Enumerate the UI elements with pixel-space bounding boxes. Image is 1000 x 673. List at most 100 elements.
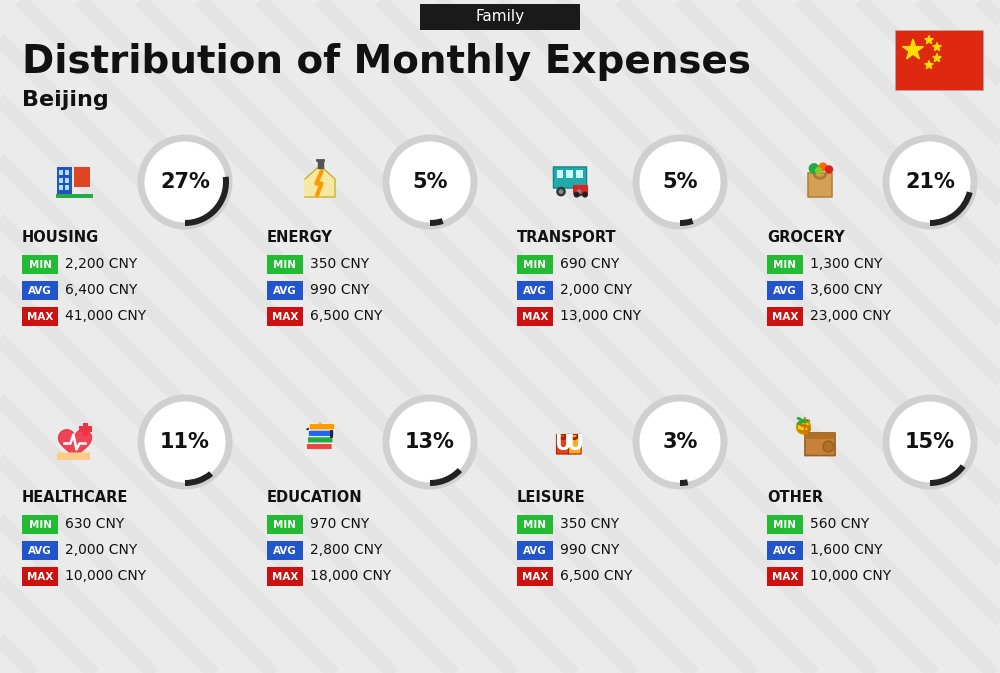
FancyBboxPatch shape (58, 185, 63, 190)
FancyBboxPatch shape (65, 185, 69, 190)
FancyBboxPatch shape (576, 170, 583, 178)
Circle shape (559, 189, 563, 194)
Text: AVG: AVG (773, 285, 797, 295)
Text: MAX: MAX (522, 312, 548, 322)
FancyBboxPatch shape (22, 541, 58, 560)
FancyBboxPatch shape (57, 452, 90, 460)
Circle shape (818, 162, 828, 172)
Text: HOUSING: HOUSING (22, 230, 99, 246)
Text: 5%: 5% (412, 172, 448, 192)
Text: MAX: MAX (522, 571, 548, 581)
FancyBboxPatch shape (267, 255, 303, 274)
FancyBboxPatch shape (517, 255, 553, 274)
FancyBboxPatch shape (573, 185, 588, 194)
FancyBboxPatch shape (808, 173, 832, 197)
Text: 10,000 CNY: 10,000 CNY (65, 569, 146, 583)
Circle shape (577, 189, 581, 194)
Wedge shape (680, 218, 694, 226)
Text: U: U (566, 433, 583, 454)
FancyBboxPatch shape (767, 307, 803, 326)
Text: 2,200 CNY: 2,200 CNY (65, 258, 137, 271)
Text: MIN: MIN (274, 520, 296, 530)
Text: AVG: AVG (273, 546, 297, 555)
Text: Family: Family (475, 9, 525, 24)
Wedge shape (680, 479, 688, 486)
FancyBboxPatch shape (517, 515, 553, 534)
FancyBboxPatch shape (568, 435, 581, 454)
FancyBboxPatch shape (65, 178, 69, 183)
FancyBboxPatch shape (310, 425, 330, 431)
FancyBboxPatch shape (22, 515, 58, 534)
FancyBboxPatch shape (306, 444, 332, 450)
Circle shape (886, 398, 974, 486)
Text: 990 CNY: 990 CNY (560, 544, 619, 557)
Text: MIN: MIN (524, 520, 546, 530)
FancyBboxPatch shape (517, 567, 553, 586)
Circle shape (556, 187, 566, 197)
FancyBboxPatch shape (74, 167, 90, 186)
Text: OTHER: OTHER (767, 491, 823, 505)
Text: LEISURE: LEISURE (517, 491, 586, 505)
FancyBboxPatch shape (22, 307, 58, 326)
FancyBboxPatch shape (56, 194, 93, 198)
Text: 6,400 CNY: 6,400 CNY (65, 283, 137, 297)
Text: Distribution of Monthly Expenses: Distribution of Monthly Expenses (22, 43, 751, 81)
Text: 21%: 21% (905, 172, 955, 192)
FancyBboxPatch shape (267, 567, 303, 586)
FancyBboxPatch shape (805, 433, 835, 439)
FancyBboxPatch shape (895, 30, 983, 90)
FancyBboxPatch shape (309, 424, 335, 430)
Text: 350 CNY: 350 CNY (310, 258, 369, 271)
Text: MAX: MAX (772, 312, 798, 322)
Text: EDUCATION: EDUCATION (267, 491, 363, 505)
Polygon shape (59, 430, 91, 460)
FancyBboxPatch shape (58, 178, 63, 183)
Text: U: U (554, 433, 571, 454)
Text: AVG: AVG (773, 546, 797, 555)
Wedge shape (185, 176, 229, 226)
Text: ENERGY: ENERGY (267, 230, 333, 246)
FancyBboxPatch shape (267, 281, 303, 300)
FancyBboxPatch shape (556, 170, 563, 178)
Text: HEALTHCARE: HEALTHCARE (22, 491, 128, 505)
Text: AVG: AVG (523, 285, 547, 295)
Text: AVG: AVG (28, 285, 52, 295)
Circle shape (386, 138, 474, 226)
FancyBboxPatch shape (805, 433, 835, 456)
FancyBboxPatch shape (267, 541, 303, 560)
Polygon shape (933, 42, 941, 50)
FancyBboxPatch shape (517, 307, 553, 326)
Polygon shape (305, 166, 335, 197)
Text: MIN: MIN (524, 260, 546, 269)
Text: MIN: MIN (774, 260, 796, 269)
Text: 630 CNY: 630 CNY (65, 518, 124, 532)
FancyBboxPatch shape (57, 167, 72, 194)
FancyBboxPatch shape (556, 435, 569, 454)
FancyBboxPatch shape (82, 423, 88, 436)
FancyBboxPatch shape (517, 281, 553, 300)
Text: MAX: MAX (27, 312, 53, 322)
FancyBboxPatch shape (767, 515, 803, 534)
Text: 350 CNY: 350 CNY (560, 518, 619, 532)
Text: 15%: 15% (905, 432, 955, 452)
Circle shape (815, 167, 822, 174)
Circle shape (386, 398, 474, 486)
Polygon shape (903, 39, 923, 59)
Circle shape (574, 192, 580, 198)
FancyBboxPatch shape (566, 170, 573, 178)
Text: 1,300 CNY: 1,300 CNY (810, 258, 882, 271)
FancyBboxPatch shape (22, 567, 58, 586)
Wedge shape (430, 468, 462, 486)
Wedge shape (930, 191, 973, 226)
Polygon shape (925, 36, 933, 44)
Text: 27%: 27% (160, 172, 210, 192)
Wedge shape (930, 464, 966, 486)
Text: 13%: 13% (405, 432, 455, 452)
Circle shape (825, 165, 833, 174)
Text: MAX: MAX (772, 571, 798, 581)
Text: AVG: AVG (523, 546, 547, 555)
Text: AVG: AVG (28, 546, 52, 555)
Text: 2,000 CNY: 2,000 CNY (560, 283, 632, 297)
FancyBboxPatch shape (767, 541, 803, 560)
Text: 23,000 CNY: 23,000 CNY (810, 310, 891, 324)
